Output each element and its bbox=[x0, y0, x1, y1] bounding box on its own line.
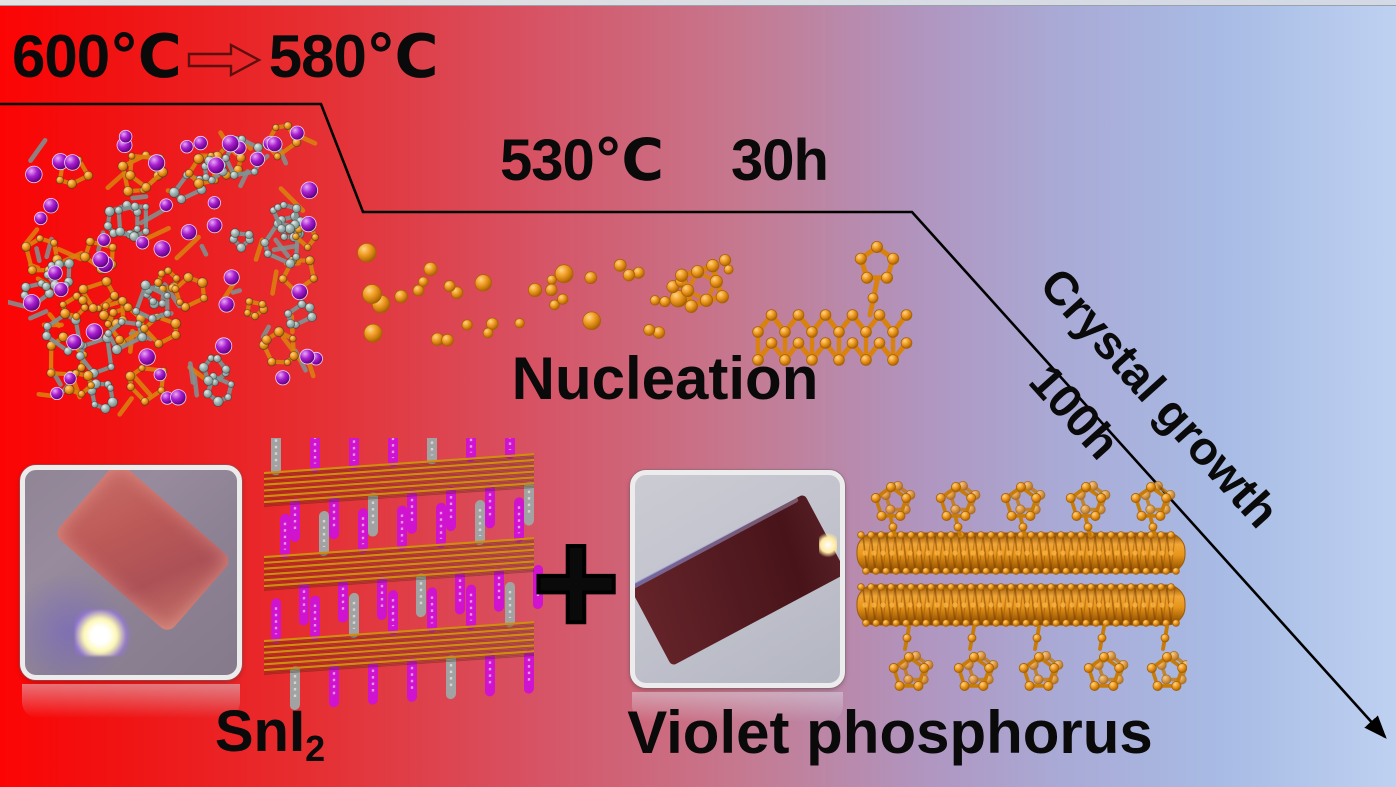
nucleation-atoms-image bbox=[357, 241, 913, 366]
photo-reflection bbox=[22, 684, 240, 718]
melt-structure-image bbox=[8, 121, 323, 417]
stage2-temperature: 530℃ 30h bbox=[500, 126, 829, 194]
dark-red-crystal bbox=[635, 493, 840, 667]
top-border bbox=[0, 0, 1396, 6]
sni2-crystal-photo bbox=[20, 465, 242, 680]
sni2-formula-label: SnI2 bbox=[140, 698, 400, 770]
sni2-formula-subscript: 2 bbox=[305, 728, 326, 770]
light-reflection-spot bbox=[75, 610, 131, 656]
hollow-right-arrow-icon bbox=[187, 41, 263, 79]
nucleation-temp-label: 530℃ bbox=[500, 128, 664, 193]
photo-reflection bbox=[632, 692, 843, 722]
light-sparkle bbox=[819, 531, 837, 559]
plus-sign: + bbox=[530, 496, 622, 668]
violet-phosphorus-crystal-photo bbox=[630, 470, 845, 688]
violet-phosphorus-label: Violet phosphorus bbox=[627, 699, 1153, 766]
nucleation-duration-label: 30h bbox=[731, 128, 829, 193]
temp-from-label: 600℃ bbox=[12, 23, 182, 90]
stage1-temperature: 600℃ 580℃ bbox=[12, 22, 439, 92]
nucleation-label: Nucleation bbox=[511, 345, 819, 412]
sni2-formula-main: SnI bbox=[214, 699, 306, 764]
sni2-structure-image bbox=[264, 438, 543, 711]
temp-to-label: 580℃ bbox=[268, 23, 439, 90]
violet-phosphorus-structure-image bbox=[856, 480, 1187, 691]
